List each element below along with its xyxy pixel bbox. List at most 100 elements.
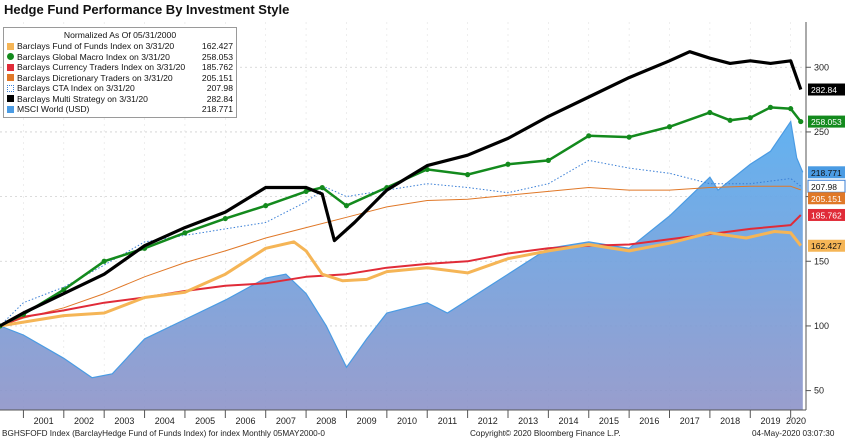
series-point-barclays-global-macro-index-on-3-31-20 bbox=[586, 133, 592, 139]
legend-series-value: 207.98 bbox=[206, 83, 233, 94]
series-point-barclays-global-macro-index-on-3-31-20 bbox=[545, 157, 551, 163]
legend-series-name: Barclays Global Macro Index on 3/31/20 bbox=[17, 51, 170, 62]
x-tick-label: 2013 bbox=[518, 416, 538, 426]
legend-item: Barclays Global Macro Index on 3/31/20 25… bbox=[7, 52, 233, 63]
x-tick-label: 2009 bbox=[357, 416, 377, 426]
footer-source: BGHSFOFD Index (BarclayHedge Fund of Fun… bbox=[2, 429, 325, 438]
legend-series-value: 258.053 bbox=[201, 51, 233, 62]
end-label-value: 282.84 bbox=[811, 85, 837, 95]
y-tick-label: 50 bbox=[814, 386, 824, 396]
x-tick-label: 2016 bbox=[639, 416, 659, 426]
legend-swatch bbox=[7, 95, 14, 103]
end-label-value: 185.762 bbox=[811, 210, 842, 220]
x-tick-label: 2002 bbox=[74, 416, 94, 426]
series-line-barclays-multi-strategy-on-3-31-20 bbox=[0, 50, 803, 328]
series-point-barclays-global-macro-index-on-3-31-20 bbox=[767, 104, 774, 110]
legend-series-name: Barclays Fund of Funds Index on 3/31/20 bbox=[17, 41, 175, 52]
series-point-barclays-global-macro-index-on-3-31-20 bbox=[222, 215, 228, 222]
series-point-barclays-global-macro-index-on-3-31-20 bbox=[101, 258, 107, 264]
end-label-box bbox=[808, 83, 845, 96]
legend-swatch bbox=[7, 63, 14, 71]
legend-swatch bbox=[7, 53, 14, 61]
legend-item: Barclays Multi Strategy on 3/31/20 282.84 bbox=[7, 94, 233, 105]
end-label-box bbox=[808, 239, 845, 252]
x-tick-label: 2017 bbox=[680, 416, 700, 426]
series-point-barclays-global-macro-index-on-3-31-20 bbox=[182, 230, 188, 236]
legend-series-name: Barclays Dicretionary Traders on 3/31/20 bbox=[17, 72, 173, 83]
series-point-barclays-global-macro-index-on-3-31-20 bbox=[465, 172, 471, 178]
series-area-msci-world-usd bbox=[0, 121, 803, 410]
series-point-barclays-global-macro-index-on-3-31-20 bbox=[343, 203, 350, 209]
x-tick-label: 2008 bbox=[316, 416, 336, 426]
x-tick-label: 2005 bbox=[195, 416, 215, 426]
legend-swatch bbox=[7, 84, 14, 92]
x-tick-label: 2015 bbox=[599, 416, 619, 426]
series-point-barclays-global-macro-index-on-3-31-20 bbox=[666, 124, 673, 130]
legend: Normalized As Of 05/31/2000 Barclays Fun… bbox=[3, 27, 237, 118]
series-line-barclays-dicretionary-traders-on-3-31-20 bbox=[0, 185, 801, 327]
y-tick-label: 100 bbox=[814, 321, 829, 331]
legend-series-name: Barclays Currency Traders Index on 3/31/… bbox=[17, 62, 186, 73]
x-tick-label: 2020 bbox=[786, 416, 806, 426]
legend-series-name: MSCI World (USD) bbox=[17, 104, 90, 115]
legend-item: Barclays CTA Index on 3/31/20 207.98 bbox=[7, 83, 233, 94]
legend-series-name: Barclays CTA Index on 3/31/20 bbox=[17, 83, 135, 94]
y-tick-label: 300 bbox=[814, 62, 829, 72]
series-layer bbox=[0, 50, 804, 410]
end-label-box bbox=[808, 115, 845, 128]
x-tick-label: 2010 bbox=[397, 416, 417, 426]
legend-swatch bbox=[7, 105, 14, 113]
x-tick-label: 2018 bbox=[720, 416, 740, 426]
legend-series-value: 282.84 bbox=[206, 93, 233, 104]
x-tick-label: 2014 bbox=[559, 416, 579, 426]
legend-item: MSCI World (USD) 218.771 bbox=[7, 104, 233, 115]
series-point-barclays-global-macro-index-on-3-31-20 bbox=[319, 184, 325, 191]
end-label-value: 258.053 bbox=[811, 117, 842, 127]
legend-item: Barclays Fund of Funds Index on 3/31/20 1… bbox=[7, 41, 233, 52]
series-point-barclays-global-macro-index-on-3-31-20 bbox=[707, 109, 713, 116]
series-point-barclays-global-macro-index-on-3-31-20 bbox=[626, 134, 632, 140]
legend-series-value: 205.151 bbox=[201, 72, 233, 83]
chart-title: Hedge Fund Performance By Investment Sty… bbox=[4, 2, 290, 17]
series-point-barclays-global-macro-index-on-3-31-20 bbox=[727, 117, 733, 123]
series-point-barclays-global-macro-index-on-3-31-20 bbox=[788, 106, 794, 112]
end-value-labels: 282.84 258.053 218.771 207.98 205.151 185.762… bbox=[807, 83, 846, 252]
x-axis: 2001 2002 2003 2004 2005 2006 2007 2008 2009 2010… bbox=[0, 409, 806, 426]
legend-series-value: 185.762 bbox=[201, 62, 233, 73]
end-label-value: 218.771 bbox=[811, 168, 842, 178]
x-tick-label: 2001 bbox=[34, 416, 54, 426]
x-tick-label: 2011 bbox=[438, 416, 457, 426]
series-line-msci-world-usd bbox=[0, 120, 804, 379]
footer-timestamp: 04-May-2020 03:07:30 bbox=[752, 429, 835, 438]
series-point-barclays-global-macro-index-on-3-31-20 bbox=[798, 118, 804, 125]
end-label-value: 205.151 bbox=[811, 194, 842, 204]
end-label-box bbox=[808, 208, 845, 221]
x-tick-label: 2019 bbox=[760, 416, 780, 426]
series-line-barclays-fund-of-funds-index-on-3-31-20 bbox=[0, 230, 802, 328]
legend-series-value: 162.427 bbox=[201, 41, 233, 52]
end-label-value: 207.98 bbox=[811, 182, 837, 192]
legend-swatch bbox=[7, 74, 14, 82]
end-label-value: 162.427 bbox=[811, 241, 842, 251]
footer-copyright: Copyright© 2020 Bloomberg Finance L.P. bbox=[470, 429, 621, 438]
x-tick-label: 2007 bbox=[276, 416, 296, 426]
series-point-barclays-global-macro-index-on-3-31-20 bbox=[61, 287, 67, 293]
series-point-barclays-global-macro-index-on-3-31-20 bbox=[263, 203, 269, 209]
legend-item: Barclays Currency Traders Index on 3/31/… bbox=[7, 62, 233, 73]
x-tick-label: 2012 bbox=[478, 416, 498, 426]
legend-item: Barclays Dicretionary Traders on 3/31/20… bbox=[7, 73, 233, 84]
legend-header: Normalized As Of 05/31/2000 bbox=[63, 30, 177, 40]
legend-swatch bbox=[7, 42, 14, 50]
end-label-box bbox=[808, 166, 845, 179]
series-point-barclays-global-macro-index-on-3-31-20 bbox=[747, 115, 753, 121]
legend-series-value: 218.771 bbox=[201, 104, 233, 115]
x-tick-label: 2003 bbox=[114, 416, 134, 426]
series-point-barclays-global-macro-index-on-3-31-20 bbox=[505, 161, 511, 167]
x-tick-label: 2004 bbox=[155, 416, 175, 426]
series-point-barclays-global-macro-index-on-3-31-20 bbox=[303, 188, 309, 195]
legend-series-name: Barclays Multi Strategy on 3/31/20 bbox=[17, 93, 148, 104]
y-tick-label: 250 bbox=[814, 127, 829, 137]
end-label-box bbox=[808, 192, 845, 205]
